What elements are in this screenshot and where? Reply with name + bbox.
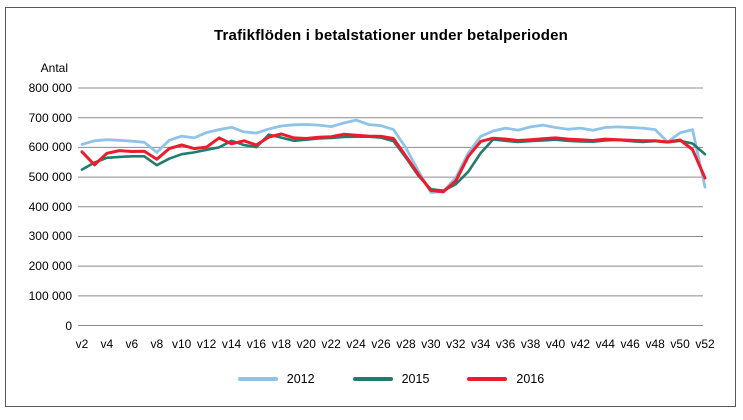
- y-tick-label: 0: [65, 318, 72, 333]
- legend-swatch-2016: [467, 377, 508, 381]
- legend-swatch-2012: [237, 377, 278, 381]
- gridlines: [78, 87, 703, 326]
- series-line-2016: [80, 132, 707, 194]
- x-tick-label: v18: [271, 337, 292, 351]
- x-tick-label: v22: [321, 337, 341, 351]
- x-tick-label: v30: [421, 337, 441, 351]
- x-tick-label: v50: [670, 337, 690, 351]
- x-tick-label: v12: [196, 337, 217, 351]
- x-tick-label: v14: [221, 337, 242, 351]
- x-tick-label: v36: [495, 337, 516, 351]
- y-tick-label: 200 000: [28, 259, 72, 274]
- x-tick-label: v28: [396, 337, 416, 351]
- x-tick-label: v24: [346, 337, 366, 351]
- legend: 2012 2015 2016: [78, 372, 704, 386]
- x-tick-label: v46: [620, 337, 640, 351]
- x-tick-label: v40: [545, 337, 566, 351]
- legend-item-2012: 2012: [237, 372, 315, 386]
- x-tick-label: v52: [695, 337, 715, 351]
- legend-label-2012: 2012: [286, 372, 315, 386]
- y-tick-label: 400 000: [28, 199, 72, 214]
- y-tick-label: 700 000: [28, 110, 72, 125]
- x-tick-label: v34: [471, 337, 491, 351]
- x-tick-label: v4: [100, 337, 114, 351]
- x-tick-label: v42: [570, 337, 591, 351]
- legend-item-2015: 2015: [352, 372, 430, 386]
- y-axis-title: Antal: [40, 61, 68, 75]
- series-lines: [80, 118, 707, 194]
- x-tick-label: v48: [645, 337, 665, 351]
- x-tick-label: v32: [446, 337, 466, 351]
- y-tick-label: 300 000: [28, 229, 72, 244]
- x-tick-label: v10: [172, 337, 192, 351]
- x-tick-label: v44: [595, 337, 615, 351]
- chart-title: Trafikflöden i betalstationer under beta…: [213, 27, 569, 44]
- y-tick-label: 600 000: [28, 140, 72, 155]
- series-line-2015: [80, 133, 707, 192]
- legend-label-2015: 2015: [401, 372, 430, 386]
- legend-item-2016: 2016: [467, 372, 544, 386]
- y-tick-label: 100 000: [28, 288, 72, 303]
- x-tick-label: v20: [296, 337, 316, 351]
- x-tick-label: v26: [371, 337, 391, 351]
- x-tick-label: v8: [150, 337, 164, 351]
- x-tick-label: v2: [75, 337, 89, 351]
- x-tick-label: v6: [125, 337, 139, 351]
- x-tick-label: v38: [520, 337, 541, 351]
- x-tick-label: v16: [246, 337, 267, 351]
- series-line-2012: [80, 118, 707, 194]
- legend-swatch-2015: [352, 377, 393, 381]
- y-tick-label: 800 000: [28, 81, 72, 95]
- legend-label-2016: 2016: [516, 372, 545, 386]
- y-tick-label: 500 000: [28, 170, 72, 185]
